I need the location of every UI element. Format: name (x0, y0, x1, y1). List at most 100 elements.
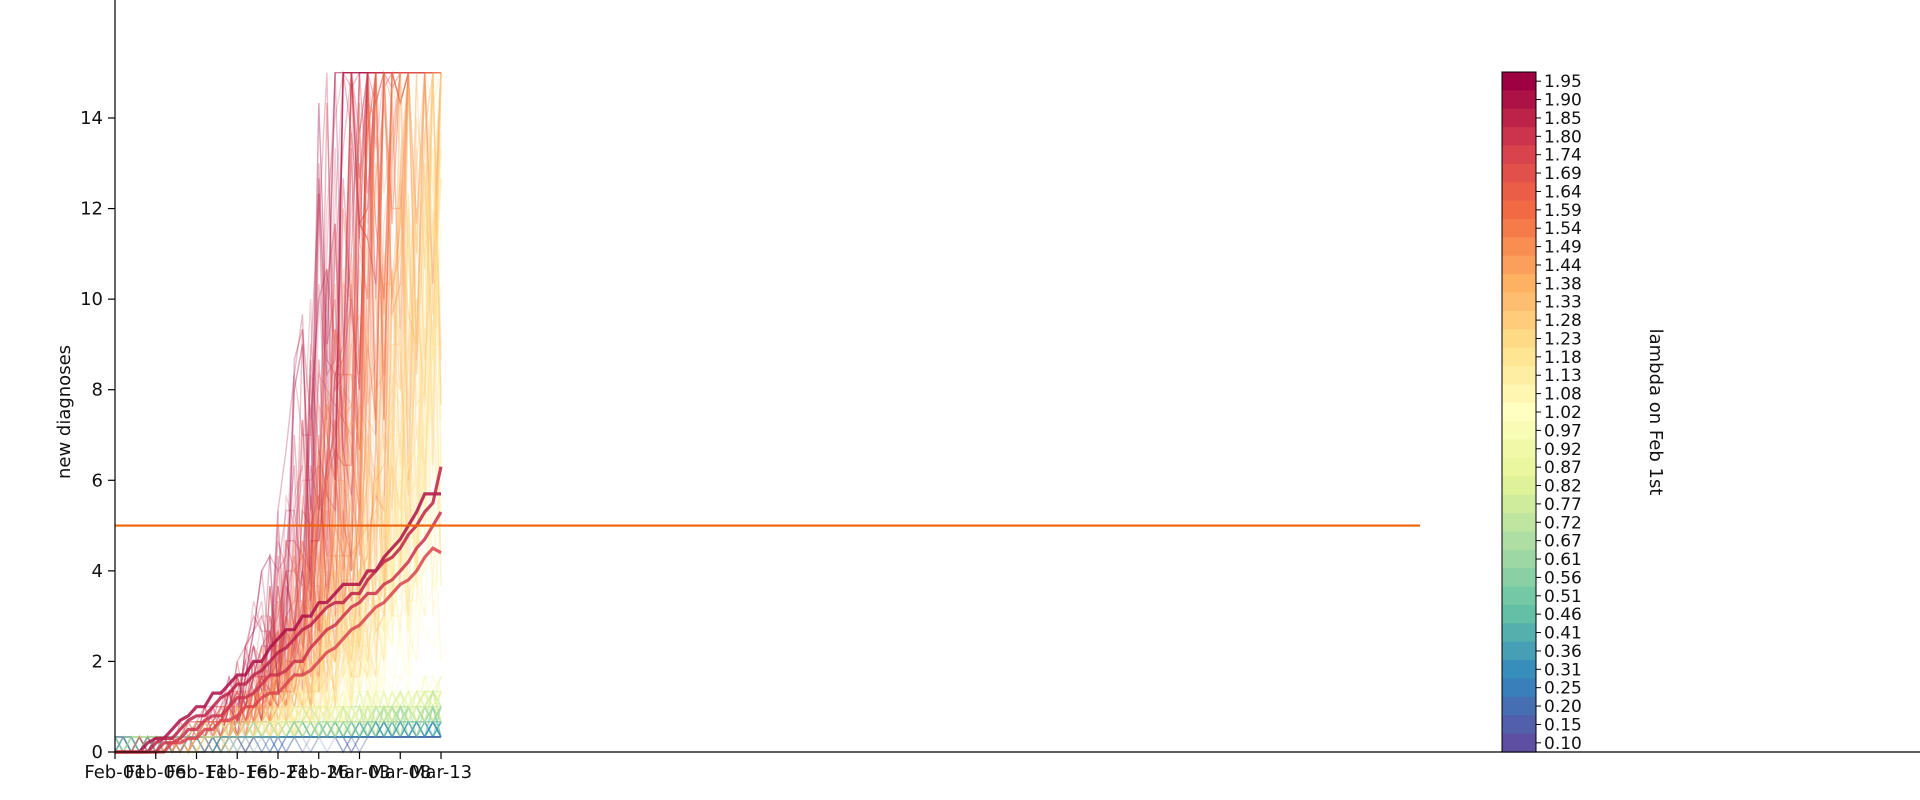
colorbar-tick-label: 1.85 (1544, 109, 1582, 129)
x-tick-label: Mar-08 (369, 762, 431, 783)
colorbar-tick-label: 1.33 (1544, 293, 1582, 313)
colorbar-segment (1502, 200, 1536, 220)
y-tick-label: 12 (80, 199, 103, 220)
colorbar-segment (1502, 531, 1536, 551)
colorbar-tick-label: 1.38 (1544, 274, 1582, 294)
colorbar-segment (1502, 568, 1536, 588)
colorbar-segment (1502, 145, 1536, 165)
colorbar-tick-label: 0.92 (1544, 440, 1582, 460)
colorbar-tick-label: 0.77 (1544, 495, 1582, 515)
colorbar-segment (1502, 678, 1536, 698)
colorbar-segment (1502, 182, 1536, 202)
x-tick-label: Feb-26 (288, 762, 349, 783)
colorbar-segment (1502, 329, 1536, 349)
x-tick-label: Feb-01 (84, 762, 145, 783)
x-tick-label: Feb-06 (125, 762, 186, 783)
colorbar-tick-label: 1.90 (1544, 91, 1582, 111)
colorbar-segment (1502, 439, 1536, 459)
colorbar-tick-label: 0.25 (1544, 679, 1582, 699)
colorbar-segment (1502, 366, 1536, 386)
colorbar-segment (1502, 237, 1536, 257)
colorbar-segment (1502, 660, 1536, 680)
colorbar-segment (1502, 549, 1536, 569)
x-tick-label: Feb-16 (207, 762, 268, 783)
colorbar-tick-label: 0.72 (1544, 513, 1582, 533)
colorbar-tick-label: 0.15 (1544, 715, 1582, 735)
x-tick-label: Feb-11 (166, 762, 227, 783)
x-tick-label: Mar-03 (328, 762, 390, 783)
colorbar-segment (1502, 219, 1536, 239)
x-tick-label: Feb-21 (247, 762, 308, 783)
highlighted-trajectory-line (115, 466, 443, 754)
colorbar-segment (1502, 513, 1536, 533)
highlighted-trajectory-line (115, 546, 442, 754)
colorbar-tick-label: 0.36 (1544, 642, 1582, 662)
y-tick-label: 14 (80, 108, 103, 129)
colorbar-segment (1502, 127, 1536, 147)
colorbar-tick-label: 0.67 (1544, 532, 1582, 552)
y-ticks: 0 2 4 6 8 10 12 14 (80, 108, 115, 763)
colorbar-segment (1502, 604, 1536, 624)
y-tick-label: 2 (92, 651, 103, 672)
colorbar-segment (1502, 163, 1536, 183)
colorbar-tick-label: 1.28 (1544, 311, 1582, 331)
x-tick-label: Mar-13 (410, 762, 472, 783)
colorbar-tick-label: 1.23 (1544, 329, 1582, 349)
colorbar-segment (1502, 402, 1536, 422)
colorbar-segment (1502, 623, 1536, 643)
y-axis-title: new diagnoses (54, 345, 75, 479)
colorbar-tick-label: 0.82 (1544, 477, 1582, 497)
y-tick-label: 6 (92, 470, 103, 491)
colorbar-tick-label: 0.61 (1544, 550, 1582, 570)
colorbar-tick-label: 1.18 (1544, 348, 1582, 368)
highlighted-trajectory-line (115, 492, 441, 754)
y-tick-label: 4 (92, 561, 103, 582)
colorbar-tick-label: 1.95 (1544, 72, 1582, 92)
colorbar-segment (1502, 715, 1536, 735)
colorbar-tick-label: 1.44 (1544, 256, 1582, 276)
colorbar-tick-label: 1.08 (1544, 385, 1582, 405)
colorbar-tick-label: 1.49 (1544, 238, 1582, 258)
colorbar-tick-label: 1.64 (1544, 182, 1582, 202)
highlighted-trajectory-line (115, 511, 443, 754)
colorbar-tick-label: 0.10 (1544, 734, 1582, 754)
colorbar-tick-label: 1.69 (1544, 164, 1582, 184)
highlighted-lines (115, 466, 443, 754)
colorbar-segment (1502, 347, 1536, 367)
colorbar-tick-label: 1.80 (1544, 127, 1582, 147)
colorbar-segment (1502, 494, 1536, 514)
colorbar-segment (1502, 72, 1536, 91)
colorbar-segment (1502, 90, 1536, 110)
x-ticks: Feb-01Feb-06Feb-11Feb-16Feb-21Feb-26Mar-… (84, 752, 472, 783)
colorbar-tick-label: 1.59 (1544, 201, 1582, 221)
colorbar-segment (1502, 733, 1536, 753)
y-tick-label: 0 (92, 742, 103, 763)
colorbar-title: lambda on Feb 1st (1645, 329, 1666, 496)
colorbar-segment (1502, 586, 1536, 606)
colorbar-segment (1502, 641, 1536, 661)
colorbar-tick-label: 0.41 (1544, 624, 1582, 644)
colorbar-segment (1502, 421, 1536, 441)
colorbar-segment (1502, 108, 1536, 128)
colorbar-tick-label: 1.74 (1544, 146, 1582, 166)
colorbar-segment (1502, 274, 1536, 294)
colorbar-tick-label: 1.54 (1544, 219, 1582, 239)
colorbar-segment (1502, 384, 1536, 404)
y-tick-label: 10 (80, 289, 103, 310)
colorbar-tick-label: 0.20 (1544, 697, 1582, 717)
colorbar-tick-label: 0.97 (1544, 421, 1582, 441)
colorbar-tick-label: 1.13 (1544, 366, 1582, 386)
colorbar-tick-label: 0.87 (1544, 458, 1582, 478)
colorbar-tick-label: 0.56 (1544, 568, 1582, 588)
colorbar-segment (1502, 696, 1536, 716)
colorbar-tick-label: 0.31 (1544, 660, 1582, 680)
colorbar-tick-label: 0.46 (1544, 605, 1582, 625)
colorbar-segment (1502, 292, 1536, 312)
colorbar-segment (1502, 476, 1536, 496)
y-tick-label: 8 (92, 380, 103, 401)
colorbar-segment (1502, 457, 1536, 477)
background-lines (114, 70, 442, 755)
colorbar-segment (1502, 255, 1536, 275)
colorbar: 1.951.901.851.801.741.691.641.591.541.49… (1501, 71, 1582, 754)
